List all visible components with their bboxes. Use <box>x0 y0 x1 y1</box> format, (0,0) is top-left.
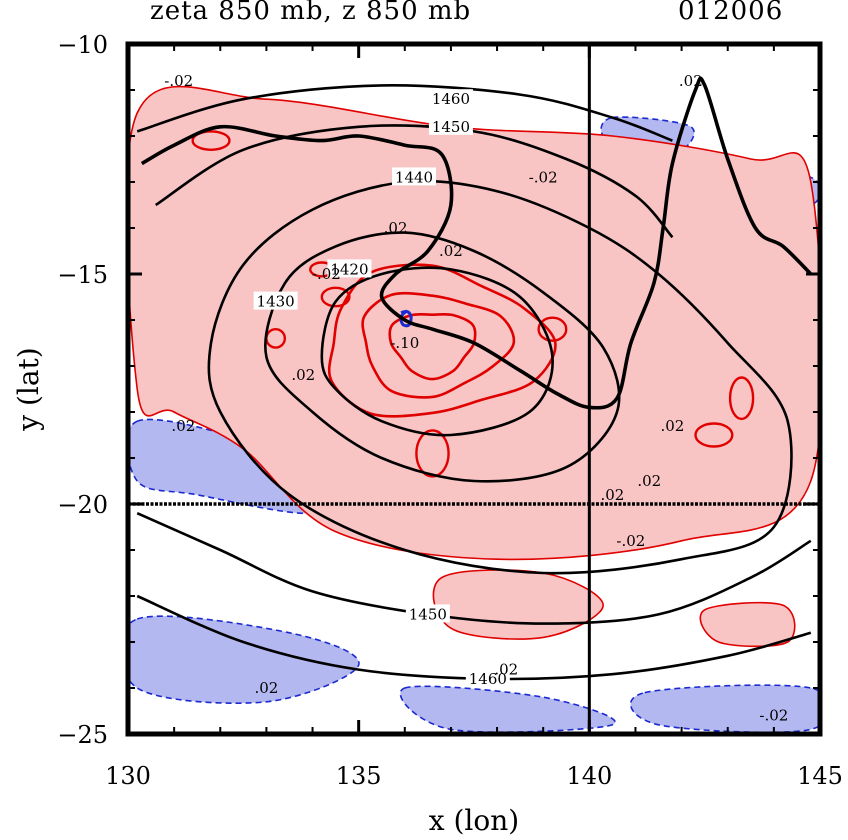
height-contour <box>207 179 793 575</box>
x-tick-label: 135 <box>336 762 382 790</box>
height-contour-label: 1450 <box>409 605 447 623</box>
positive-vorticity-label: .02 <box>439 242 463 260</box>
height-contour-label: 1460 <box>469 670 507 688</box>
positive-vorticity-label: .02 <box>600 486 624 504</box>
positive-vorticity-label: .02 <box>679 72 703 90</box>
height-label-bg <box>253 291 298 310</box>
negative-vorticity-label: -.02 <box>164 72 193 90</box>
y-tick-label: −15 <box>57 261 108 289</box>
vortex-core-contour <box>388 312 477 381</box>
negative-vorticity-label: -.02 <box>312 265 341 283</box>
positive-vorticity-label: .02 <box>384 219 408 237</box>
vorticity-blob <box>320 286 351 308</box>
plot-frame <box>125 41 823 737</box>
height-label-bg <box>392 167 437 186</box>
negative-vorticity-label: -.02 <box>616 532 645 550</box>
y-tick-label: −10 <box>57 31 108 59</box>
x-tick-label: 145 <box>797 762 843 790</box>
height-contour-label: 1430 <box>257 293 295 311</box>
height-label-bg <box>327 259 372 278</box>
y-axis-title: y (lat) <box>12 347 45 431</box>
height-contour-label: 1460 <box>432 90 470 108</box>
positive-vorticity-label: .02 <box>254 679 278 697</box>
height-label-bg <box>465 668 510 687</box>
vortex-core-contour <box>327 263 557 418</box>
height-label-bg <box>405 604 450 623</box>
vorticity-blob <box>415 429 450 478</box>
height-contour-label: 1450 <box>432 118 470 136</box>
coastline <box>140 76 813 410</box>
vorticity-blob <box>694 422 734 448</box>
height-contour <box>136 84 673 142</box>
vortex-core-contour <box>361 291 516 399</box>
vorticity-blob <box>191 130 231 152</box>
positive-vorticity-region <box>699 601 796 648</box>
vorticity-blob <box>537 316 568 342</box>
negative-vorticity-label: -.10 <box>390 334 419 352</box>
positive-vorticity-label: .02 <box>660 417 684 435</box>
positive-vorticity-label: .02 <box>494 661 518 679</box>
x-tick-label: 140 <box>566 762 612 790</box>
negative-vorticity-region <box>128 615 360 704</box>
height-contour <box>264 231 621 483</box>
height-label-bg <box>428 116 473 135</box>
negative-vorticity-label: -.02 <box>759 707 788 725</box>
x-tick-label: 130 <box>105 762 151 790</box>
height-label-bg <box>428 89 473 108</box>
height-contour <box>136 512 812 625</box>
height-contour-label: 1440 <box>395 168 433 186</box>
positive-vorticity-label: .02 <box>637 472 661 490</box>
positive-vorticity-label: .02 <box>171 417 195 435</box>
negative-vorticity-label: -.02 <box>529 168 558 186</box>
x-axis-title: x (lon) <box>429 804 519 837</box>
height-contour-label: 1420 <box>330 260 368 278</box>
positive-vorticity-label: .02 <box>291 366 315 384</box>
negative-vorticity-region <box>399 685 616 733</box>
height-contour <box>320 266 554 437</box>
chart-title: zeta 850 mb, z 850 mb <box>150 0 472 26</box>
vorticity-blob <box>728 376 755 421</box>
y-tick-label: −20 <box>57 491 108 519</box>
chart-time-label: 012006 <box>678 0 784 26</box>
negative-vorticity-region <box>630 684 820 734</box>
y-tick-label: −25 <box>57 721 108 749</box>
